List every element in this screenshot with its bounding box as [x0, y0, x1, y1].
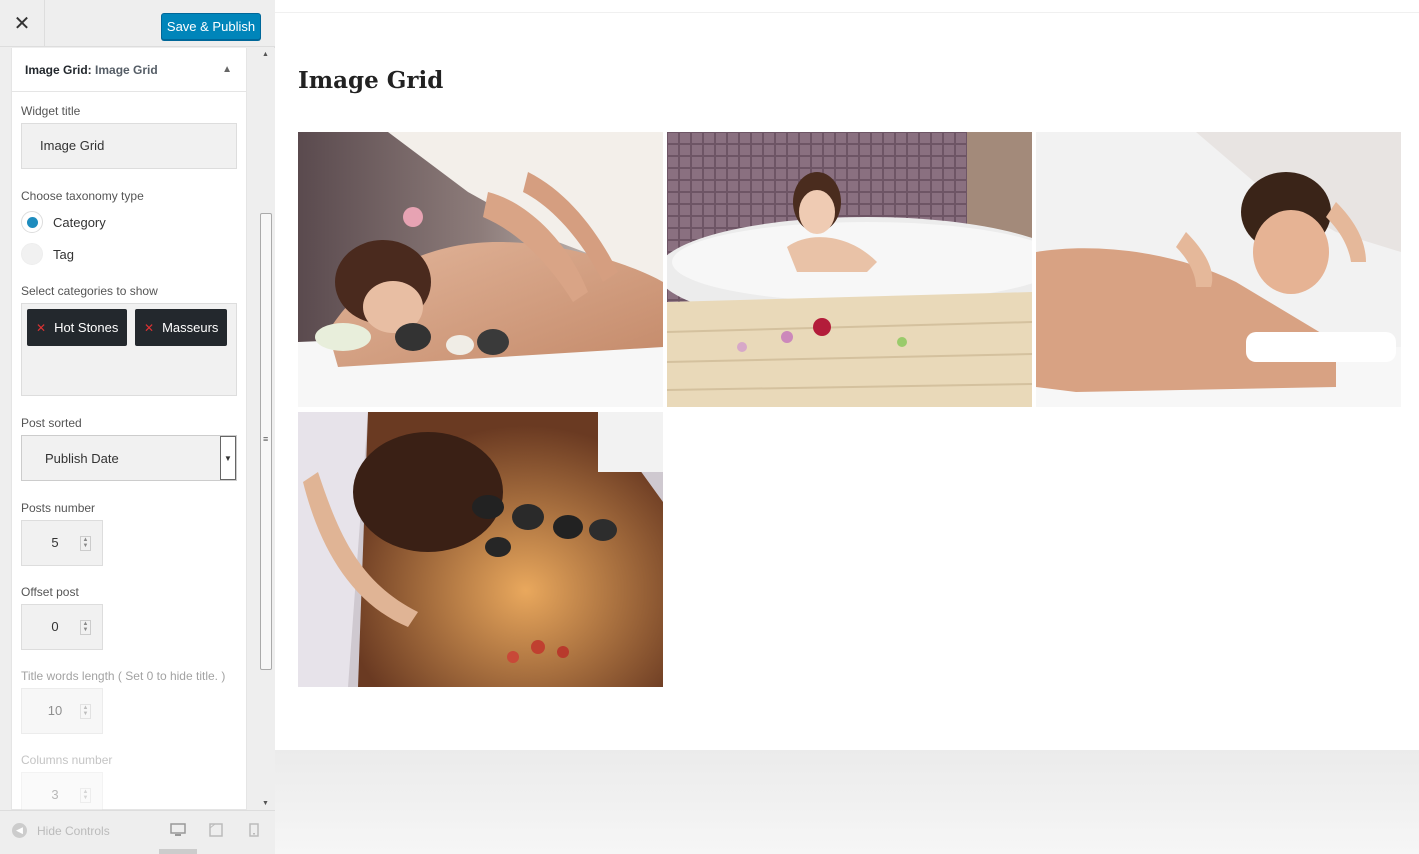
widget-head-subtitle: Image Grid: [95, 63, 158, 77]
chevron-down-icon[interactable]: ▼: [220, 436, 236, 480]
preview-footer-area: [275, 750, 1419, 854]
collapse-left-icon: ◀: [12, 823, 27, 838]
grid-image-jacuzzi[interactable]: [667, 132, 1032, 407]
widget-header[interactable]: Image Grid: Image Grid ▲: [12, 48, 246, 92]
category-tag-label: Hot Stones: [54, 320, 119, 335]
image-grid-widget: Image Grid: Image Grid ▲ Widget title Im…: [11, 48, 247, 810]
posts-number-value: 5: [51, 535, 59, 550]
scrollbar[interactable]: ▲ ≡ ▼: [258, 48, 275, 810]
widget-title-input[interactable]: Image Grid: [21, 123, 237, 169]
preview-divider: [275, 12, 1419, 13]
collapse-arrow-icon[interactable]: ▲: [222, 64, 232, 75]
grid-image-spa-massage[interactable]: [298, 132, 663, 407]
posts-number-input[interactable]: 5 ▲ ▼: [21, 520, 103, 566]
widget-body: Widget title Image Grid Choose taxonomy …: [12, 104, 246, 810]
offset-input[interactable]: 0 ▲ ▼: [21, 604, 103, 650]
spinner-icon[interactable]: ▲ ▼: [80, 536, 91, 551]
customizer-sidebar: ✕ Save & Publish Image Grid: Image Grid …: [0, 0, 275, 854]
scroll-down-icon[interactable]: ▼: [262, 800, 269, 807]
radio-category-label: Category: [53, 214, 106, 230]
remove-tag-icon[interactable]: ✕: [36, 321, 47, 335]
grid-image-shoulder-massage[interactable]: [1036, 132, 1401, 407]
close-icon[interactable]: ✕: [0, 0, 45, 47]
hide-controls-button[interactable]: ◀ Hide Controls: [12, 823, 110, 838]
sort-select-value: Publish Date: [45, 451, 119, 466]
tablet-preview-icon[interactable]: [209, 823, 223, 842]
save-publish-button[interactable]: Save & Publish: [161, 13, 261, 40]
spinner-icon[interactable]: ▲ ▼: [80, 788, 91, 803]
title-length-input[interactable]: 10 ▲ ▼: [21, 688, 103, 734]
site-preview: Image Grid: [275, 0, 1419, 854]
grid-image-hot-stone[interactable]: [298, 412, 663, 687]
widget-title-label: Widget title: [21, 104, 81, 118]
customizer-header: ✕ Save & Publish: [0, 0, 275, 47]
spinner-icon[interactable]: ▲ ▼: [80, 620, 91, 635]
posts-number-label: Posts number: [21, 501, 96, 515]
remove-tag-icon[interactable]: ✕: [144, 321, 155, 335]
category-tag: ✕ Masseurs: [135, 309, 228, 346]
grip-icon: ≡: [263, 434, 269, 444]
taxonomy-label: Choose taxonomy type: [21, 189, 144, 203]
title-length-value: 10: [47, 703, 63, 718]
columns-label: Columns number: [21, 753, 113, 767]
columns-value: 3: [51, 787, 59, 802]
widget-head-title: Image Grid:: [25, 63, 92, 77]
device-active-indicator: [159, 849, 197, 854]
title-length-label: Title words length ( Set 0 to hide title…: [21, 669, 226, 683]
radio-tag[interactable]: Tag: [21, 238, 237, 270]
mobile-preview-icon[interactable]: [249, 823, 259, 842]
radio-tag-label: Tag: [53, 246, 74, 262]
desktop-preview-icon[interactable]: [170, 823, 186, 842]
radio-tag-button[interactable]: [21, 243, 43, 265]
preview-widget-title: Image Grid: [298, 67, 444, 94]
category-tag-label: Masseurs: [162, 320, 219, 335]
scroll-up-icon[interactable]: ▲: [262, 51, 269, 58]
radio-category-button[interactable]: [21, 211, 43, 233]
sort-select[interactable]: Publish Date ▼: [21, 435, 237, 481]
categories-multiselect[interactable]: ✕ Hot Stones ✕ Masseurs: [21, 303, 237, 396]
radio-category[interactable]: Category: [21, 206, 237, 238]
customizer-footer: ◀ Hide Controls: [0, 810, 275, 854]
controls-scroll-area[interactable]: Image Grid: Image Grid ▲ Widget title Im…: [0, 48, 275, 810]
scrollbar-thumb[interactable]: ≡: [260, 213, 272, 670]
hide-controls-label: Hide Controls: [37, 823, 110, 838]
sort-label: Post sorted: [21, 416, 82, 430]
category-tag: ✕ Hot Stones: [27, 309, 128, 346]
offset-label: Offset post: [21, 585, 79, 599]
spinner-icon[interactable]: ▲ ▼: [80, 704, 91, 719]
offset-value: 0: [51, 619, 59, 634]
categories-label: Select categories to show: [21, 284, 158, 298]
columns-input[interactable]: 3 ▲ ▼: [21, 772, 103, 810]
